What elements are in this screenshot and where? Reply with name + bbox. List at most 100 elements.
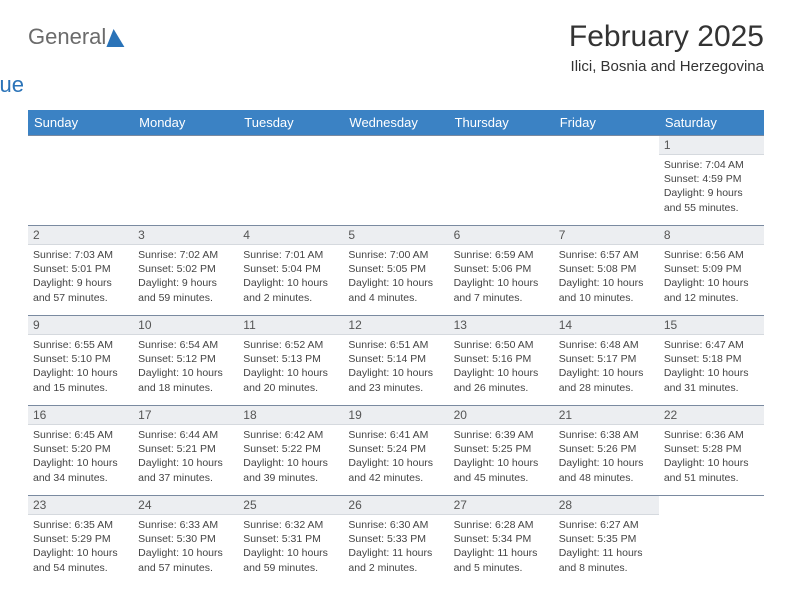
sunrise-text: Sunrise: 6:36 AM <box>664 428 759 442</box>
calendar-day-cell <box>343 136 448 226</box>
calendar-day-cell: 23Sunrise: 6:35 AMSunset: 5:29 PMDayligh… <box>28 496 133 586</box>
calendar-table: Sunday Monday Tuesday Wednesday Thursday… <box>28 110 764 586</box>
day-number: 24 <box>133 496 238 515</box>
calendar-day-cell: 8Sunrise: 6:56 AMSunset: 5:09 PMDaylight… <box>659 226 764 316</box>
sunrise-text: Sunrise: 6:30 AM <box>348 518 443 532</box>
sunrise-text: Sunrise: 6:33 AM <box>138 518 233 532</box>
day-number: 15 <box>659 316 764 335</box>
sunrise-text: Sunrise: 6:28 AM <box>454 518 549 532</box>
month-title: February 2025 <box>569 20 764 54</box>
sunset-text: Sunset: 5:18 PM <box>664 352 759 366</box>
calendar-week-row: 1Sunrise: 7:04 AMSunset: 4:59 PMDaylight… <box>28 136 764 226</box>
day-number: 28 <box>554 496 659 515</box>
sunrise-text: Sunrise: 6:52 AM <box>243 338 338 352</box>
calendar-day-cell: 2Sunrise: 7:03 AMSunset: 5:01 PMDaylight… <box>28 226 133 316</box>
sunset-text: Sunset: 5:14 PM <box>348 352 443 366</box>
sunset-text: Sunset: 5:35 PM <box>559 532 654 546</box>
day-detail: Sunrise: 6:33 AMSunset: 5:30 PMDaylight:… <box>133 515 238 580</box>
day-detail: Sunrise: 7:00 AMSunset: 5:05 PMDaylight:… <box>343 245 448 310</box>
calendar-day-cell: 20Sunrise: 6:39 AMSunset: 5:25 PMDayligh… <box>449 406 554 496</box>
sunset-text: Sunset: 5:08 PM <box>559 262 654 276</box>
calendar-day-cell: 21Sunrise: 6:38 AMSunset: 5:26 PMDayligh… <box>554 406 659 496</box>
logo: General Blue <box>28 24 126 98</box>
daylight-text: Daylight: 10 hours and 4 minutes. <box>348 276 443 304</box>
day-number: 16 <box>28 406 133 425</box>
calendar-week-row: 2Sunrise: 7:03 AMSunset: 5:01 PMDaylight… <box>28 226 764 316</box>
day-number: 4 <box>238 226 343 245</box>
sunrise-text: Sunrise: 6:51 AM <box>348 338 443 352</box>
sunset-text: Sunset: 5:30 PM <box>138 532 233 546</box>
daylight-text: Daylight: 10 hours and 48 minutes. <box>559 456 654 484</box>
sunrise-text: Sunrise: 6:59 AM <box>454 248 549 262</box>
day-number: 7 <box>554 226 659 245</box>
daylight-text: Daylight: 10 hours and 10 minutes. <box>559 276 654 304</box>
day-detail: Sunrise: 6:51 AMSunset: 5:14 PMDaylight:… <box>343 335 448 400</box>
day-detail: Sunrise: 6:57 AMSunset: 5:08 PMDaylight:… <box>554 245 659 310</box>
calendar-day-cell: 1Sunrise: 7:04 AMSunset: 4:59 PMDaylight… <box>659 136 764 226</box>
sunrise-text: Sunrise: 6:39 AM <box>454 428 549 442</box>
logo-triangle-icon <box>107 29 128 47</box>
day-detail: Sunrise: 6:59 AMSunset: 5:06 PMDaylight:… <box>449 245 554 310</box>
day-detail: Sunrise: 7:03 AMSunset: 5:01 PMDaylight:… <box>28 245 133 310</box>
sunset-text: Sunset: 5:17 PM <box>559 352 654 366</box>
daylight-text: Daylight: 10 hours and 2 minutes. <box>243 276 338 304</box>
day-detail: Sunrise: 6:30 AMSunset: 5:33 PMDaylight:… <box>343 515 448 580</box>
sunset-text: Sunset: 5:02 PM <box>138 262 233 276</box>
day-detail: Sunrise: 6:38 AMSunset: 5:26 PMDaylight:… <box>554 425 659 490</box>
calendar-day-cell: 11Sunrise: 6:52 AMSunset: 5:13 PMDayligh… <box>238 316 343 406</box>
sunrise-text: Sunrise: 6:54 AM <box>138 338 233 352</box>
sunrise-text: Sunrise: 6:38 AM <box>559 428 654 442</box>
logo-word-1: General <box>28 24 106 50</box>
calendar-day-cell: 16Sunrise: 6:45 AMSunset: 5:20 PMDayligh… <box>28 406 133 496</box>
day-detail: Sunrise: 6:41 AMSunset: 5:24 PMDaylight:… <box>343 425 448 490</box>
day-detail: Sunrise: 7:04 AMSunset: 4:59 PMDaylight:… <box>659 155 764 220</box>
sunset-text: Sunset: 5:26 PM <box>559 442 654 456</box>
calendar-day-cell: 6Sunrise: 6:59 AMSunset: 5:06 PMDaylight… <box>449 226 554 316</box>
daylight-text: Daylight: 9 hours and 59 minutes. <box>138 276 233 304</box>
sunset-text: Sunset: 5:21 PM <box>138 442 233 456</box>
daylight-text: Daylight: 10 hours and 12 minutes. <box>664 276 759 304</box>
day-detail: Sunrise: 6:55 AMSunset: 5:10 PMDaylight:… <box>28 335 133 400</box>
weekday-header: Monday <box>133 110 238 136</box>
sunrise-text: Sunrise: 6:50 AM <box>454 338 549 352</box>
sunrise-text: Sunrise: 6:57 AM <box>559 248 654 262</box>
calendar-day-cell <box>554 136 659 226</box>
daylight-text: Daylight: 9 hours and 57 minutes. <box>33 276 128 304</box>
daylight-text: Daylight: 10 hours and 42 minutes. <box>348 456 443 484</box>
calendar-day-cell: 10Sunrise: 6:54 AMSunset: 5:12 PMDayligh… <box>133 316 238 406</box>
day-detail: Sunrise: 6:56 AMSunset: 5:09 PMDaylight:… <box>659 245 764 310</box>
day-detail: Sunrise: 7:01 AMSunset: 5:04 PMDaylight:… <box>238 245 343 310</box>
day-number: 21 <box>554 406 659 425</box>
location-label: Ilici, Bosnia and Herzegovina <box>569 58 764 75</box>
calendar-day-cell <box>238 136 343 226</box>
sunrise-text: Sunrise: 6:48 AM <box>559 338 654 352</box>
weekday-header: Wednesday <box>343 110 448 136</box>
sunset-text: Sunset: 5:01 PM <box>33 262 128 276</box>
sunrise-text: Sunrise: 7:04 AM <box>664 158 759 172</box>
day-number: 2 <box>28 226 133 245</box>
calendar-day-cell: 22Sunrise: 6:36 AMSunset: 5:28 PMDayligh… <box>659 406 764 496</box>
calendar-page: General Blue February 2025 Ilici, Bosnia… <box>0 0 792 606</box>
sunset-text: Sunset: 5:20 PM <box>33 442 128 456</box>
calendar-day-cell: 14Sunrise: 6:48 AMSunset: 5:17 PMDayligh… <box>554 316 659 406</box>
sunrise-text: Sunrise: 6:56 AM <box>664 248 759 262</box>
daylight-text: Daylight: 10 hours and 54 minutes. <box>33 546 128 574</box>
sunrise-text: Sunrise: 6:47 AM <box>664 338 759 352</box>
day-number: 13 <box>449 316 554 335</box>
day-number: 18 <box>238 406 343 425</box>
daylight-text: Daylight: 9 hours and 55 minutes. <box>664 186 759 214</box>
day-number: 10 <box>133 316 238 335</box>
calendar-day-cell: 9Sunrise: 6:55 AMSunset: 5:10 PMDaylight… <box>28 316 133 406</box>
daylight-text: Daylight: 10 hours and 31 minutes. <box>664 366 759 394</box>
daylight-text: Daylight: 10 hours and 39 minutes. <box>243 456 338 484</box>
calendar-week-row: 9Sunrise: 6:55 AMSunset: 5:10 PMDaylight… <box>28 316 764 406</box>
daylight-text: Daylight: 10 hours and 15 minutes. <box>33 366 128 394</box>
page-header: General Blue February 2025 Ilici, Bosnia… <box>28 20 764 98</box>
calendar-day-cell: 5Sunrise: 7:00 AMSunset: 5:05 PMDaylight… <box>343 226 448 316</box>
sunset-text: Sunset: 4:59 PM <box>664 172 759 186</box>
sunset-text: Sunset: 5:16 PM <box>454 352 549 366</box>
sunset-text: Sunset: 5:12 PM <box>138 352 233 366</box>
sunrise-text: Sunrise: 6:44 AM <box>138 428 233 442</box>
sunrise-text: Sunrise: 6:32 AM <box>243 518 338 532</box>
sunset-text: Sunset: 5:31 PM <box>243 532 338 546</box>
